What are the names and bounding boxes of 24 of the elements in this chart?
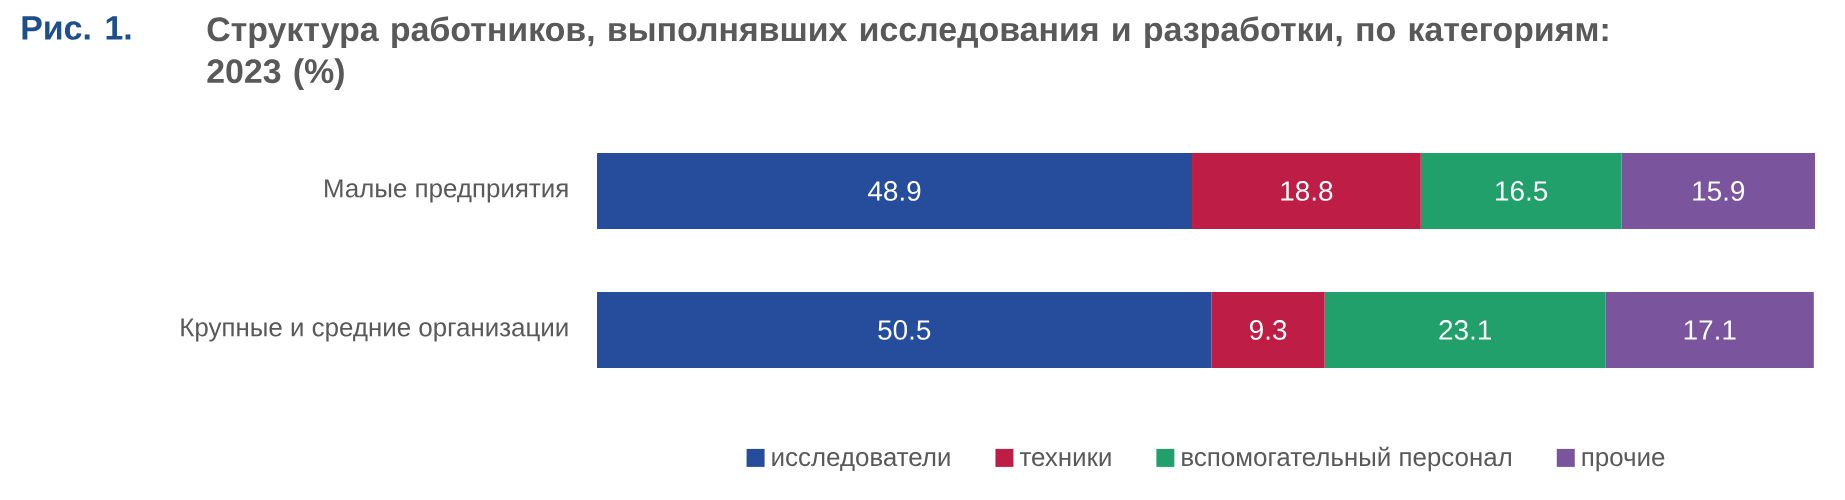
legend-label: техники <box>1019 451 1111 467</box>
bar <box>1211 291 1325 368</box>
data-label: 9.3 <box>1250 320 1287 340</box>
data-label: 16.5 <box>1496 181 1548 201</box>
bar <box>1324 291 1606 368</box>
y-tick-label: Малые предприятия <box>325 179 568 203</box>
y-tick-label: Крупные и средние организации <box>181 318 568 342</box>
bar <box>1192 152 1421 229</box>
data-label: 18.8 <box>1281 181 1333 201</box>
bar <box>1621 152 1816 229</box>
data-label: 15.9 <box>1693 181 1745 201</box>
data-label: 23.1 <box>1439 320 1491 340</box>
data-label: 50.5 <box>878 320 931 340</box>
bar <box>1420 152 1622 229</box>
chart-title: Структура работников, выполнявших исследования и разработки, по категориям: 2023 (%) <box>207 16 1608 90</box>
legend-label: прочие <box>1582 451 1665 472</box>
legend-label: исследователи <box>772 451 950 472</box>
text: Рис. 1. <box>22 16 131 40</box>
bar <box>1605 291 1814 368</box>
data-label: 17.1 <box>1684 320 1736 340</box>
legend-label: вспомогательный персонал <box>1182 446 1511 472</box>
bar <box>597 152 1193 229</box>
bar <box>597 291 1212 368</box>
data-label: 48.9 <box>868 181 921 201</box>
